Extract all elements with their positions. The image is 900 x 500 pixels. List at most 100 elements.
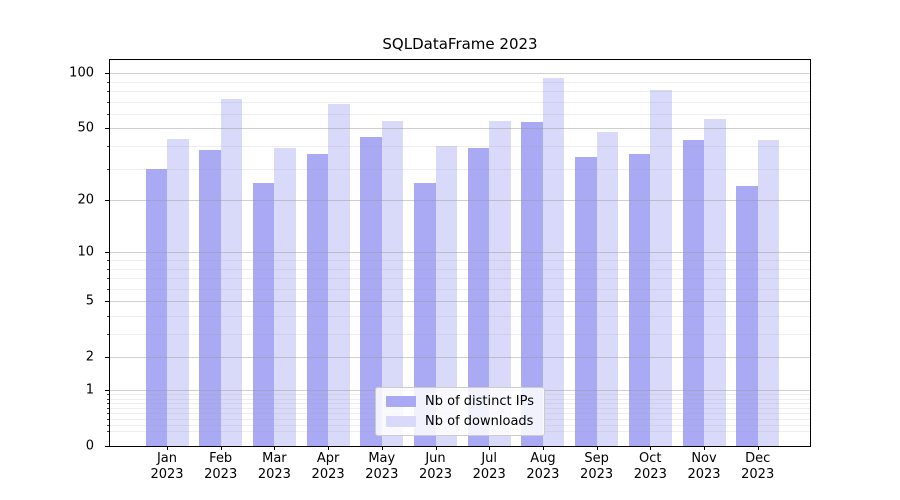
bar-aug-downloads [542, 78, 565, 446]
bar-jul-downloads [489, 120, 511, 446]
legend-swatch-downloads [386, 416, 417, 427]
y-tick-mark [105, 128, 109, 130]
bars-layer [110, 60, 810, 446]
y-minor-tick-mark [107, 408, 109, 410]
x-tick-label-jan: Jan 2023 [150, 451, 184, 482]
x-tick-mark [167, 446, 168, 450]
gridline-minor [110, 316, 810, 317]
y-minor-tick-mark [107, 431, 109, 433]
bar-oct-ips [628, 154, 651, 446]
y-tick-mark [105, 446, 109, 447]
bar-may-ips [360, 136, 382, 446]
x-tick-mark [489, 446, 491, 450]
x-tick-label-may: May 2023 [365, 451, 399, 482]
y-minor-tick-mark [107, 394, 109, 396]
bar-feb-ips [199, 150, 221, 446]
gridline-minor [110, 334, 810, 336]
y-minor-tick-mark [107, 146, 109, 148]
gridline-major [110, 200, 810, 202]
bar-may-downloads [381, 120, 404, 446]
bar-mar-downloads [274, 148, 296, 446]
legend-row: Nb of distinct IPs [386, 394, 534, 409]
y-minor-tick-mark [107, 418, 109, 420]
y-minor-tick-mark [107, 413, 109, 415]
y-minor-tick-mark [107, 260, 109, 262]
chart-title: SQLDataFrame 2023 [382, 35, 538, 53]
x-tick-mark [757, 446, 759, 450]
y-minor-tick-mark [107, 424, 109, 426]
gridline-major [110, 357, 810, 359]
legend-swatch-ips [386, 396, 417, 407]
y-minor-tick-mark [107, 101, 109, 103]
y-tick-label: 0 [85, 438, 94, 454]
gridline-minor [110, 168, 810, 170]
bar-nov-ips [682, 140, 704, 446]
bar-jan-ips [145, 168, 167, 446]
y-tick-mark [105, 73, 109, 75]
bar-mar-ips [252, 182, 275, 446]
gridline-minor [110, 288, 810, 290]
gridline-minor [110, 91, 810, 93]
y-minor-tick-mark [107, 334, 109, 336]
y-tick-mark [105, 252, 109, 254]
gridline-minor [110, 81, 810, 83]
gridline-major [110, 301, 810, 303]
bar-sep-downloads [596, 131, 619, 446]
x-tick-mark [220, 446, 222, 450]
x-tick-label-jun: Jun 2023 [418, 451, 453, 482]
legend-row: Nb of downloads [386, 414, 534, 429]
y-tick-mark [105, 200, 109, 202]
gridline-minor [110, 268, 810, 270]
bar-dec-downloads [757, 140, 780, 446]
bar-jun-downloads [435, 146, 457, 446]
plot-area: Nb of distinct IPs Nb of downloads [109, 59, 811, 447]
y-tick-mark [105, 390, 109, 392]
x-tick-label-dec: Dec 2023 [741, 451, 775, 482]
y-tick-label: 10 [77, 244, 94, 260]
x-tick-label-jul: Jul 2023 [472, 451, 506, 482]
gridline-major [110, 73, 810, 75]
gridline-minor [110, 278, 810, 280]
x-tick-mark [596, 446, 598, 450]
bar-jun-ips [414, 182, 436, 446]
bar-jan-downloads [167, 138, 189, 446]
x-tick-label-mar: Mar 2023 [257, 451, 291, 482]
gridline-minor [110, 113, 810, 115]
y-tick-mark [105, 357, 109, 359]
y-tick-label: 100 [69, 65, 94, 81]
y-tick-label: 5 [85, 293, 94, 309]
legend-label: Nb of downloads [425, 414, 534, 429]
bar-dec-ips [736, 186, 758, 446]
bar-oct-downloads [650, 90, 672, 446]
gridline-minor [110, 146, 810, 148]
y-minor-tick-mark [107, 168, 109, 170]
y-minor-tick-mark [107, 403, 109, 405]
x-tick-label-nov: Nov 2023 [687, 451, 721, 482]
x-tick-label-oct: Oct 2023 [633, 451, 667, 482]
bar-sep-ips [575, 156, 597, 446]
y-minor-tick-mark [107, 113, 109, 115]
x-tick-mark [274, 446, 276, 450]
bar-jul-ips [467, 148, 490, 446]
y-minor-tick-mark [107, 316, 109, 317]
bar-nov-downloads [704, 119, 726, 446]
y-tick-label: 1 [85, 382, 94, 398]
x-tick-mark [650, 446, 652, 450]
y-minor-tick-mark [107, 288, 109, 290]
y-minor-tick-mark [107, 268, 109, 270]
gridline-minor [110, 260, 810, 262]
gridline-major [110, 128, 810, 130]
y-minor-tick-mark [107, 81, 109, 83]
y-tick-label: 2 [85, 349, 94, 365]
gridline-major [110, 252, 810, 254]
bar-feb-downloads [220, 99, 243, 446]
y-minor-tick-mark [107, 278, 109, 280]
bar-aug-ips [521, 122, 543, 446]
y-minor-tick-mark [107, 398, 109, 400]
x-tick-label-apr: Apr 2023 [311, 451, 345, 482]
x-tick-mark [542, 446, 544, 450]
y-minor-tick-mark [107, 91, 109, 93]
x-tick-mark [328, 446, 330, 450]
